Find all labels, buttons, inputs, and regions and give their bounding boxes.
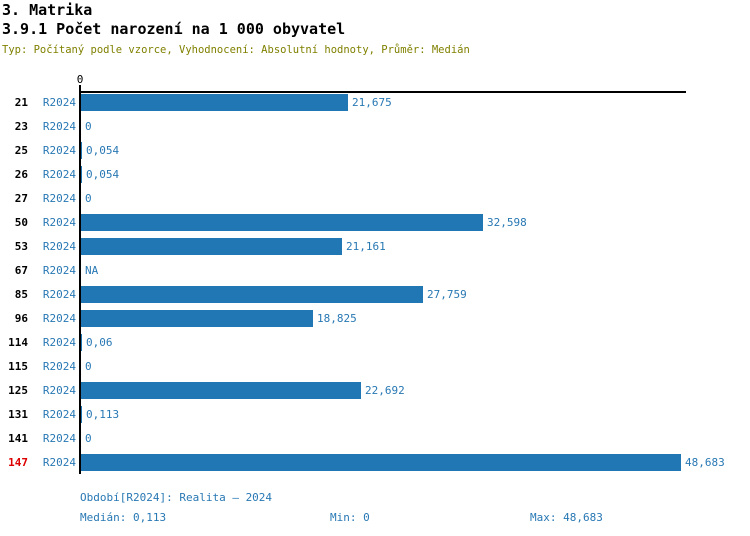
- row-id-label: 21: [14, 95, 28, 109]
- bar: [81, 285, 423, 303]
- row-series-label: R2024: [42, 335, 76, 349]
- bar: [81, 93, 348, 111]
- bar-value-label: 21,161: [346, 239, 386, 253]
- bar-value-label: 0: [85, 359, 92, 373]
- row-series-label: R2024: [42, 167, 76, 181]
- footer-period: Období[R2024]: Realita – 2024: [80, 491, 273, 504]
- row-series-label: R2024: [42, 407, 76, 421]
- row-series-label: R2024: [42, 359, 76, 373]
- row-id-label: 25: [14, 143, 28, 157]
- row-id-label: 50: [14, 215, 28, 229]
- row-id-label: 67: [14, 263, 28, 277]
- row-id-label: 115: [8, 359, 28, 373]
- row-id-label: 27: [14, 191, 28, 205]
- row-id-label: 114: [8, 335, 28, 349]
- footer-max: Max: 48,683: [530, 511, 603, 524]
- bar-row: 96 R2024 18,825: [0, 306, 750, 330]
- row-series-label: R2024: [42, 119, 76, 133]
- bar-value-label: 0: [85, 431, 92, 445]
- bar: [81, 381, 361, 399]
- row-series-label: R2024: [42, 431, 76, 445]
- bar: [81, 309, 313, 327]
- bar-row: 147 R2024 48,683: [0, 450, 750, 474]
- row-series-label: R2024: [42, 95, 76, 109]
- bar: [81, 141, 82, 159]
- bar-value-label: 0: [85, 119, 92, 133]
- bar-row: 53 R2024 21,161: [0, 234, 750, 258]
- bar-value-label: 32,598: [487, 215, 527, 229]
- chart-meta-line: Typ: Počítaný podle vzorce, Vyhodnocení:…: [2, 44, 470, 56]
- bar-row: 85 R2024 27,759: [0, 282, 750, 306]
- bar: [81, 165, 82, 183]
- row-id-label: 96: [14, 311, 28, 325]
- row-series-label: R2024: [42, 215, 76, 229]
- bar-rows: 21 R2024 21,675 23 R2024 0 25 R2024 0,05…: [0, 90, 750, 474]
- bar-row: 26 R2024 0,054: [0, 162, 750, 186]
- bar-value-label: 0: [85, 191, 92, 205]
- chart-title: 3.9.1 Počet narození na 1 000 obyvatel: [2, 20, 346, 38]
- row-series-label: R2024: [42, 239, 76, 253]
- row-id-label: 26: [14, 167, 28, 181]
- row-series-label: R2024: [42, 263, 76, 277]
- bar-value-label: 27,759: [427, 287, 467, 301]
- bar-row: 125 R2024 22,692: [0, 378, 750, 402]
- row-id-label: 131: [8, 407, 28, 421]
- x-axis-line: [79, 91, 686, 93]
- bar-row: 27 R2024 0: [0, 186, 750, 210]
- row-series-label: R2024: [42, 143, 76, 157]
- bar: [81, 333, 82, 351]
- bar: [81, 405, 82, 423]
- bar-value-label: NA: [85, 263, 99, 277]
- row-id-label: 141: [8, 431, 28, 445]
- bar-row: 25 R2024 0,054: [0, 138, 750, 162]
- row-id-label: 53: [14, 239, 28, 253]
- bar-value-label: 21,675: [352, 95, 392, 109]
- page-title: 3. Matrika: [2, 1, 93, 19]
- bar-value-label: 0,06: [86, 335, 113, 349]
- row-series-label: R2024: [42, 455, 76, 469]
- bar-row: 115 R2024 0: [0, 354, 750, 378]
- footer-min: Min: 0: [330, 511, 370, 524]
- footer-median: Medián: 0,113: [80, 511, 167, 524]
- bar: [81, 213, 483, 231]
- bar-row: 131 R2024 0,113: [0, 402, 750, 426]
- row-series-label: R2024: [42, 287, 76, 301]
- bar: [81, 237, 342, 255]
- bar-value-label: 0,113: [86, 407, 120, 421]
- row-id-label: 23: [14, 119, 28, 133]
- bar: [81, 453, 681, 471]
- y-axis-line: [79, 85, 81, 474]
- row-series-label: R2024: [42, 191, 76, 205]
- bar-row: 23 R2024 0: [0, 114, 750, 138]
- bar-value-label: 18,825: [317, 311, 357, 325]
- x-axis-zero-tick-label: 0: [76, 73, 84, 86]
- row-id-label: 147: [8, 455, 28, 469]
- bar-value-label: 0,054: [86, 143, 120, 157]
- row-id-label: 85: [14, 287, 28, 301]
- row-id-label: 125: [8, 383, 28, 397]
- bar-row: 67 R2024 NA: [0, 258, 750, 282]
- bar-value-label: 0,054: [86, 167, 120, 181]
- bar-row: 141 R2024 0: [0, 426, 750, 450]
- row-series-label: R2024: [42, 311, 76, 325]
- bar-row: 21 R2024 21,675: [0, 90, 750, 114]
- row-series-label: R2024: [42, 383, 76, 397]
- bar-value-label: 48,683: [685, 455, 725, 469]
- bar-row: 50 R2024 32,598: [0, 210, 750, 234]
- bar-value-label: 22,692: [365, 383, 405, 397]
- bar-row: 114 R2024 0,06: [0, 330, 750, 354]
